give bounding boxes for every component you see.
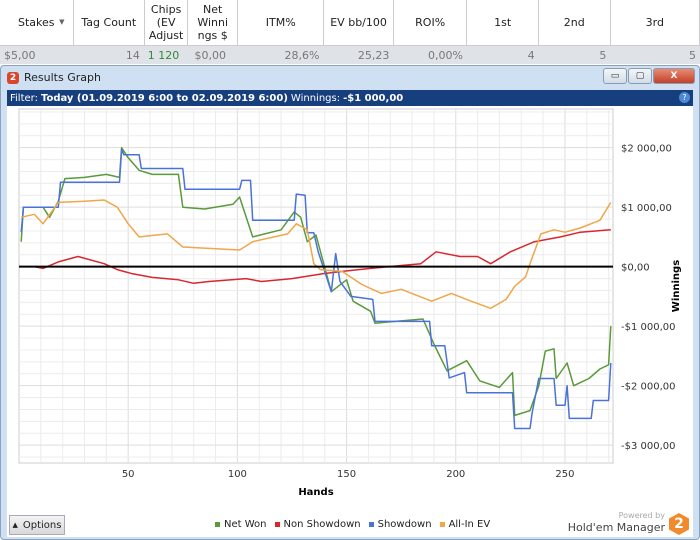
y-tick-label: $0,00 [621,263,650,274]
table-cell: 25,23 [357,48,390,62]
series-line [20,146,612,417]
column-header[interactable]: 2nd [539,0,611,45]
y-tick-label: -$1 000,00 [621,322,676,333]
results-chart: 50 100 150 200 250 $2 000,00 $1 000,00 $0,00 -$1… [7,106,693,511]
help-icon[interactable]: ? [679,92,690,103]
filter-label: Filter: [10,92,38,104]
legend-item[interactable]: All-In EV [439,519,491,530]
y-axis-label: Winnings [671,260,682,312]
x-axis-label: Hands [298,487,333,498]
column-header[interactable]: ITM% [238,0,325,45]
options-label: Options [22,519,62,531]
legend-label: Net Won [224,519,267,530]
table-cell: $0,00 [194,48,227,62]
filter-range: Today (01.09.2019 6:00 to 02.09.2019 6:0… [40,92,288,104]
series-line [20,148,612,430]
table-cell: 4 [527,48,535,62]
column-header[interactable]: Net Winni ngs $ [188,0,239,45]
y-tick-label: $2 000,00 [621,144,672,155]
filter-bar[interactable]: Filter: Today (01.09.2019 6:00 to 02.09.… [7,90,693,106]
y-tick-label: $1 000,00 [621,203,672,214]
chart-legend: Net Won Non Showdown Showdown All-In EV [215,519,490,530]
column-header[interactable]: 1st [467,0,539,45]
winnings-label: Winnings: [290,92,341,104]
legend-label: Showdown [377,519,432,530]
legend-swatch [439,522,445,527]
column-header[interactable]: Stakes ▼ [0,0,74,45]
legend-label: All-In EV [448,519,491,530]
winnings-value: -$1 000,00 [343,92,404,104]
legend-item[interactable]: Showdown [368,519,432,530]
table-header: Stakes ▼ Tag Count Chips (EV Adjust Net Winn… [0,0,700,46]
series-line [21,199,612,310]
column-header[interactable]: EV bb/100 [324,0,394,45]
table-cell: 1 120 [147,48,180,62]
window-title-text: Results Graph [24,71,101,84]
legend-item[interactable]: Net Won [215,519,267,530]
table-cell: 5 [599,48,607,62]
x-tick-label: 50 [122,469,135,480]
x-tick-label: 100 [228,469,247,480]
y-tick-label: -$2 000,00 [621,382,676,393]
table-cell: $5,00 [4,48,36,62]
column-header[interactable]: ROI% [394,0,468,45]
minimize-button[interactable]: ▭ [603,68,627,84]
chart-svg: 50 100 150 200 250 $2 000,00 $1 000,00 $0,00 -$1… [18,108,682,498]
options-button[interactable]: ▲ Options [9,515,65,535]
table-cell: 0,00% [427,48,463,62]
table-row[interactable]: $5,00 14 1 120 $0,00 28,6% 25,23 0,00% 4 5 5 [0,46,700,64]
legend-swatch [274,522,280,527]
window-title: 2 Results Graph [7,71,101,84]
legend-label: Non Showdown [283,519,361,530]
legend-item[interactable]: Non Showdown [274,519,361,530]
y-tick-label: -$3 000,00 [621,441,676,452]
table-cell: 28,6% [284,48,320,62]
series-line [21,229,611,285]
powered-by: Powered by [618,511,665,520]
column-header[interactable]: 3rd [611,0,700,45]
close-button[interactable]: X [653,68,695,84]
maximize-button[interactable]: ▢ [628,68,652,84]
brand-name: Hold'em Manager [567,521,665,534]
x-tick-label: 200 [446,469,465,480]
sort-dropdown-icon[interactable]: ▼ [59,18,65,26]
chevron-up-icon: ▲ [12,521,18,529]
column-header[interactable]: Tag Count [74,0,146,45]
brand-logo-icon: 2 [669,513,689,535]
legend-swatch [368,522,374,527]
legend-swatch [215,522,220,527]
table-cell: 5 [688,48,696,62]
column-header[interactable]: Chips (EV Adjust [145,0,189,45]
x-tick-label: 150 [337,469,356,480]
x-tick-label: 250 [555,469,574,480]
hm-logo-icon: 2 [7,71,19,84]
table-cell: 14 [125,48,140,62]
results-graph-window: 2 Results Graph ▭ ▢ X Filter: Today (01.… [0,65,700,540]
